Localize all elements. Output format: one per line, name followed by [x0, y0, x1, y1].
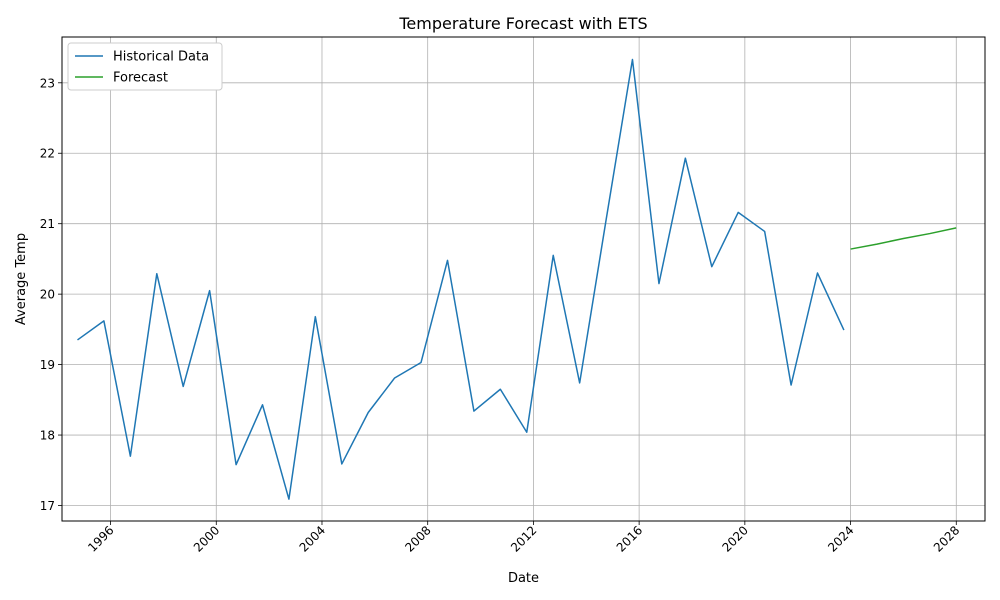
grid-lines: [62, 37, 985, 521]
y-axis-ticks: 17 18 19 20 21 22 23: [40, 76, 62, 513]
plot-frame: [61, 36, 986, 522]
series-line-historical-data: [77, 58, 845, 500]
series-lines: [77, 58, 957, 500]
legend-label-historical: Historical Data: [113, 50, 209, 65]
y-tick-label: 20: [40, 288, 55, 302]
x-axis-title: Date: [508, 571, 539, 586]
legend-box: [67, 42, 223, 91]
chart-title: Temperature Forecast with ETS: [398, 14, 647, 33]
series-line-forecast: [850, 227, 957, 250]
y-tick-label: 23: [40, 76, 55, 90]
legend-label-forecast: Forecast: [113, 71, 168, 86]
y-tick-label: 21: [40, 217, 55, 231]
y-tick-label: 19: [40, 358, 55, 372]
y-tick-label: 17: [40, 499, 55, 513]
y-axis-title: Average Temp: [14, 233, 29, 325]
y-tick-label: 18: [40, 429, 55, 443]
y-tick-label: 22: [40, 147, 55, 161]
legend: Historical Data Forecast: [67, 42, 223, 91]
